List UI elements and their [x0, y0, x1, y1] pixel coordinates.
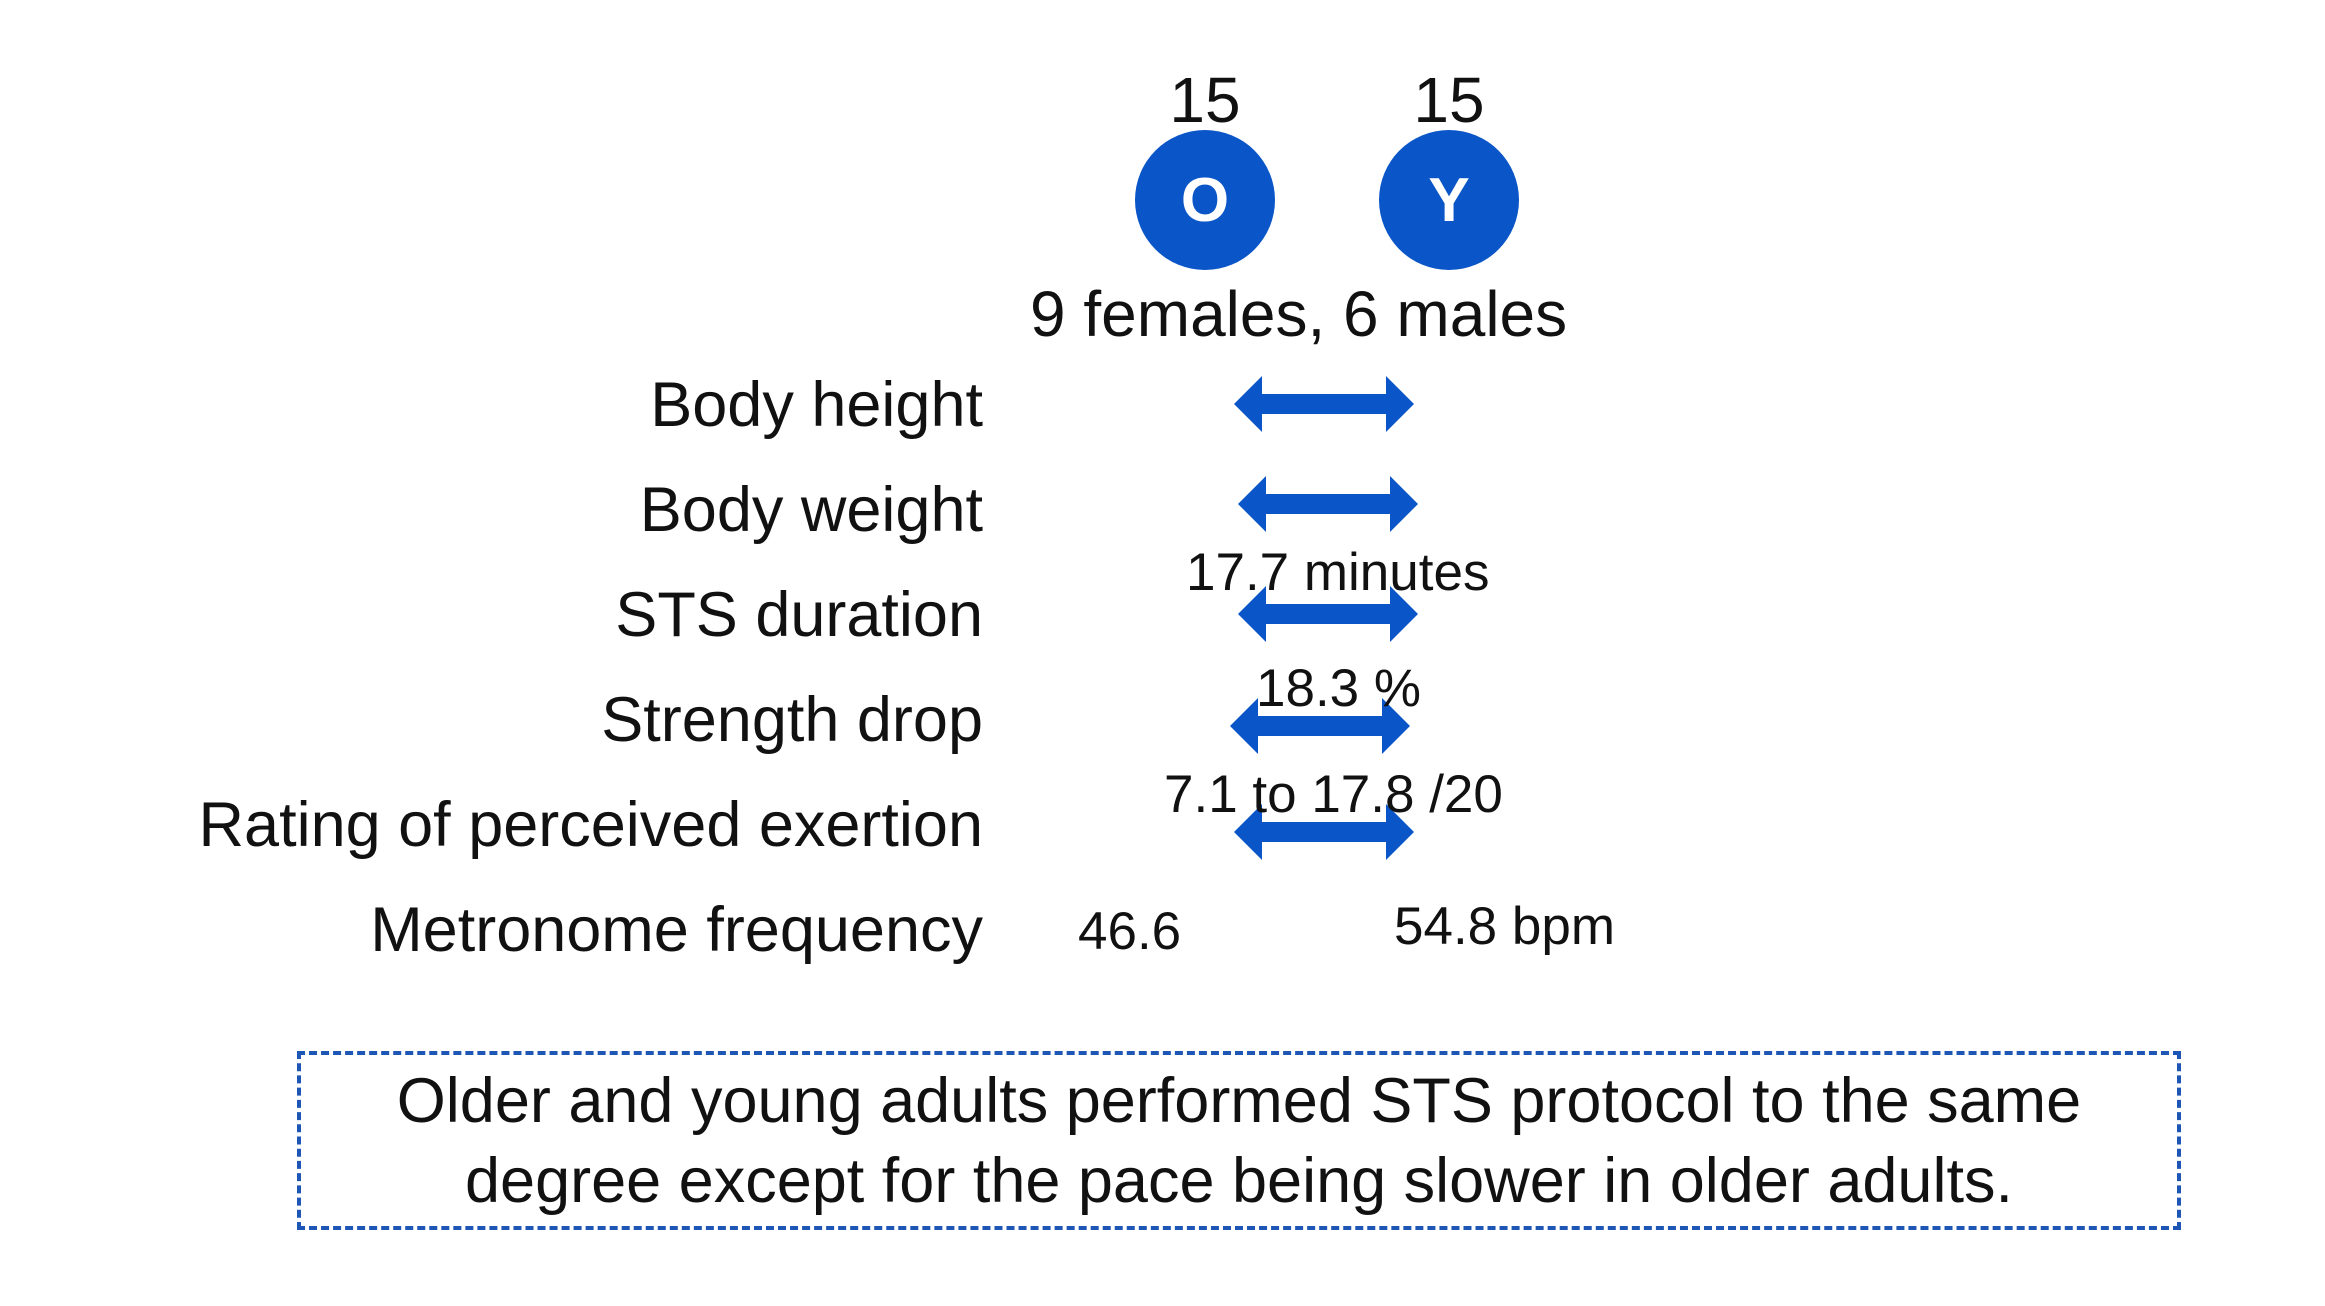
equal-arrow-strength-drop [1230, 698, 1410, 754]
value-sts-duration: 17.7 minutes [1186, 543, 1490, 602]
value-strength-drop: 18.3 % [1256, 659, 1422, 718]
sex-split-text: 9 females, 6 males [1030, 278, 1568, 350]
row-label-rpe: Rating of perceived exertion [198, 790, 983, 860]
group-old-badge: O [1135, 130, 1275, 270]
row-label-body-height: Body height [650, 370, 983, 440]
group-old-letter: O [1180, 165, 1230, 235]
summary-text: Older and young adults performed STS pro… [397, 1061, 2081, 1221]
group-young-letter: Y [1428, 165, 1470, 235]
row-label-strength-drop: Strength drop [601, 685, 983, 755]
equal-arrow-body-weight [1238, 476, 1418, 532]
group-old-count: 15 [1169, 64, 1241, 136]
summary-box: Older and young adults performed STS pro… [297, 1051, 2181, 1230]
equal-arrow-rpe [1234, 804, 1414, 860]
value-metronome-young: 54.8 bpm [1394, 897, 1615, 956]
group-young-count: 15 [1413, 64, 1485, 136]
equal-arrow-body-height [1234, 376, 1414, 432]
row-label-sts-duration: STS duration [615, 580, 983, 650]
row-label-metronome: Metronome frequency [370, 895, 983, 965]
value-rpe: 7.1 to 17.8 /20 [1164, 765, 1503, 824]
row-label-body-weight: Body weight [639, 475, 983, 545]
summary-line-1: Older and young adults performed STS pro… [396, 1065, 2082, 1136]
equal-arrow-sts-duration [1238, 586, 1418, 642]
group-young-badge: Y [1379, 130, 1519, 270]
value-metronome-old: 46.6 [1078, 902, 1182, 961]
summary-line-2: degree except for the pace being slower … [465, 1145, 2013, 1216]
